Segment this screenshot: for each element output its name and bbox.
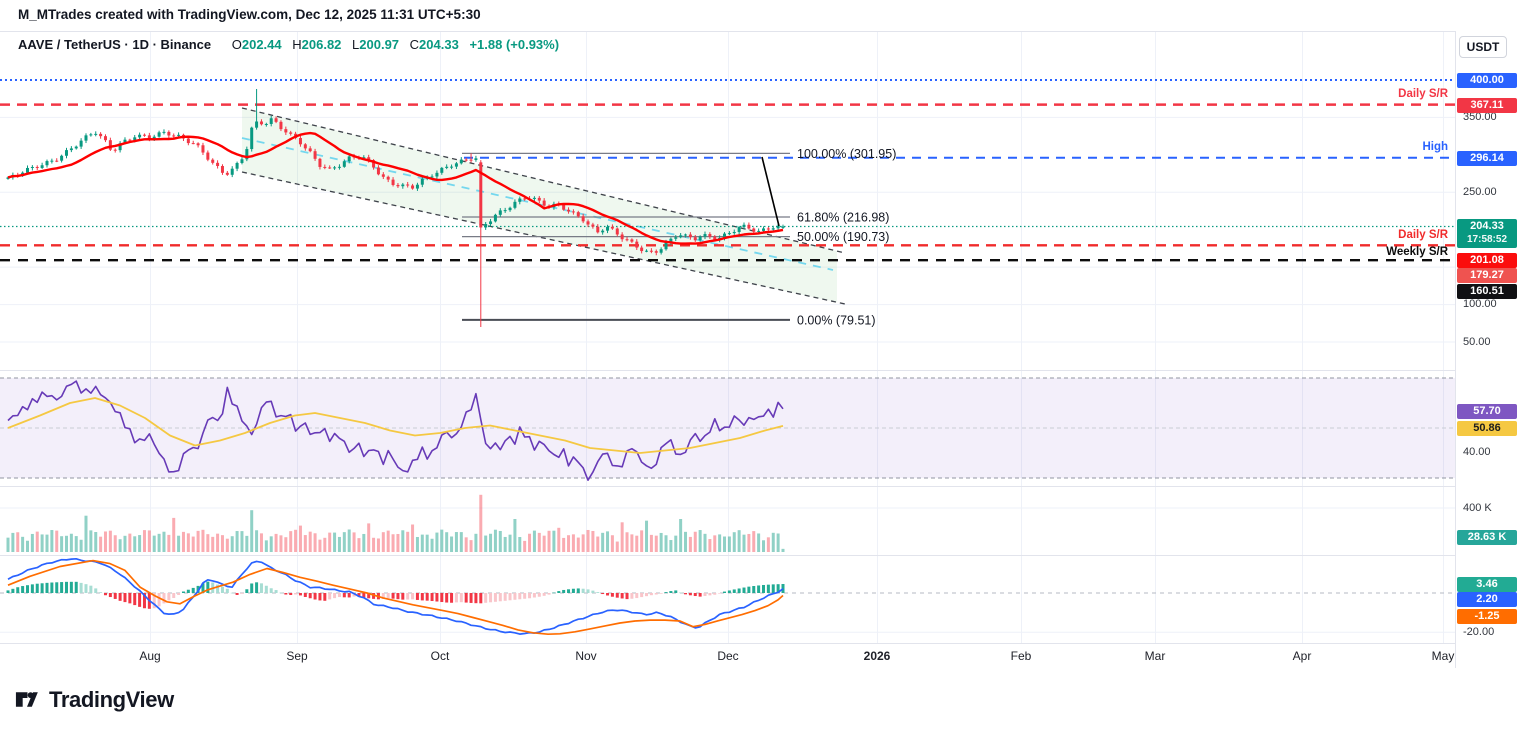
ohlc-high-label: H [292,37,302,52]
header-credit: M_MTrades created with TradingView.com, … [18,7,481,22]
axis-tick: 400 K [1463,501,1492,514]
macd-line[interactable]: 2.20 [1457,591,1517,607]
time-axis-label: Oct [430,649,450,663]
axis-tick: 40.00 [1463,445,1491,458]
time-axis[interactable]: Aug Sep Oct Nov Dec 2026 Feb Mar Apr May [0,644,1455,668]
ma-line [7,131,784,245]
macd-indicator [0,557,1455,636]
macd-hist[interactable]: 3.46 [1457,576,1517,592]
sr-line-label: High [1422,141,1448,153]
ohlc-open-label: O [231,37,242,52]
descending-channel [241,107,846,305]
level-400[interactable]: 400.00 [1457,72,1517,88]
rsi-ma-value[interactable]: 50.86 [1457,420,1517,436]
daily-sr-lower[interactable]: 201.08 [1457,252,1517,268]
time-axis-label: Dec [717,649,739,663]
gridlines [0,32,1455,643]
sr-line-label: Daily S/R [1398,88,1449,100]
time-axis-label: Mar [1144,649,1166,663]
sr-179[interactable]: 179.27 [1457,268,1517,283]
axis-tick: 50.00 [1463,335,1491,348]
countdown-timer: 17:58:52 [1466,234,1508,245]
axis-tick: 250.00 [1463,185,1497,198]
high-price[interactable]: 296.14 [1457,150,1517,166]
time-axis-label: Aug [139,649,161,663]
ohlc-low-label: L [352,37,360,52]
price-axis[interactable]: USDT 350.00 250.00 100.00 50.00 40.00 400 K -2… [1456,31,1536,668]
time-axis-label: Nov [575,649,597,663]
tradingview-logo-text: TradingView [49,686,174,712]
symbol-title[interactable]: AAVE / TetherUS · 1D · Binance [18,37,212,52]
tradingview-logo[interactable]: TradingView [14,686,174,713]
pointer-line [761,156,780,227]
fib-level-label: 0.00% (79.51) [797,313,876,327]
current-price[interactable]: 204.33 17:58:52 [1457,219,1517,248]
ohlc-high-value: 206.82 [301,37,342,52]
weekly-sr[interactable]: 160.51 [1457,283,1517,299]
volume-value[interactable]: 28.63 K [1457,529,1517,545]
volume-indicator [6,494,785,552]
sr-lines: Daily S/R High Daily S/R Weekly S/R [0,79,1455,262]
time-axis-label: Sep [286,649,308,663]
change-value: +1.88 (+0.93%) [469,37,560,52]
fib-level-label: 100.00% (301.95) [797,147,896,161]
ohlc-close-value: 204.33 [419,37,459,52]
ohlc-close-label: C [409,37,420,52]
currency-toggle-button[interactable]: USDT [1459,36,1507,58]
rsi-band [0,377,1455,479]
time-axis-label: May [1431,649,1455,663]
chart-canvas[interactable]: Daily S/R High Daily S/R Weekly S/R 100.00% … [0,0,1536,668]
fib-level-label: 61.80% (216.98) [797,211,889,225]
time-axis-label: 2026 [863,649,891,663]
time-axis-label: Feb [1010,649,1032,663]
time-axis-label: Apr [1292,649,1312,663]
rsi-indicator [7,380,784,482]
candles [6,88,785,328]
fib-retracement: 100.00% (301.95) 61.80% (216.98) 50.00% (1… [462,147,896,327]
tradingview-logo-icon [15,692,38,707]
sr-line-label: Weekly S/R [1386,246,1448,258]
rsi-value[interactable]: 57.70 [1457,403,1517,419]
axis-tick: 100.00 [1463,298,1497,311]
axis-tick: 350.00 [1463,110,1497,123]
fib-level-label: 50.00% (190.73) [797,230,889,244]
macd-signal[interactable]: -1.25 [1457,608,1517,624]
axis-tick: -20.00 [1463,625,1495,638]
panel-separators [0,31,1536,668]
sr-line-label: Daily S/R [1398,229,1449,241]
daily-sr-upper[interactable]: 367.11 [1457,97,1517,113]
ohlc-open-value: 202.44 [241,37,282,52]
symbol-info-bar[interactable]: AAVE / TetherUS · 1D · Binance O202.44 H… [18,37,559,52]
ohlc-low-value: 200.97 [359,37,400,52]
